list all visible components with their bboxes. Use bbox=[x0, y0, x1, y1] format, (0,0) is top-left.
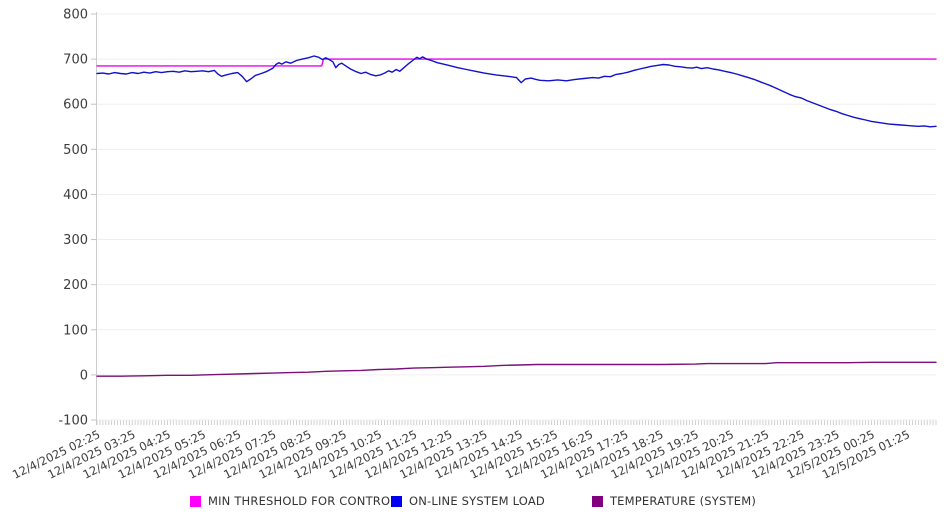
legend-item-label: ON-LINE SYSTEM LOAD bbox=[408, 494, 545, 508]
legend-swatch-icon bbox=[390, 495, 402, 507]
y-axis-tick-label: 100 bbox=[63, 323, 88, 338]
y-axis-tick-label: -100 bbox=[58, 414, 88, 429]
series-line-temperature-system[interactable] bbox=[96, 361, 937, 377]
y-axis-tick-label: 800 bbox=[63, 8, 88, 23]
legend-item-label: TEMPERATURE (SYSTEM) bbox=[609, 494, 757, 508]
legend-item-label: MIN THRESHOLD FOR CONTROL bbox=[207, 494, 397, 508]
y-axis-tick-label: 300 bbox=[63, 233, 88, 248]
series-line-on-line-system-load[interactable] bbox=[96, 55, 937, 128]
chart-legend: MIN THRESHOLD FOR CONTROL ON-LINE SYSTEM … bbox=[0, 494, 946, 508]
legend-item-min-threshold-for-control[interactable]: MIN THRESHOLD FOR CONTROL bbox=[189, 494, 397, 508]
gridlines bbox=[96, 13, 936, 421]
y-axis-tick-label: 700 bbox=[63, 53, 88, 68]
y-axis: 800 700 600 500 400 300 200 100 0 -100 bbox=[58, 8, 96, 429]
y-axis-tick-label: 0 bbox=[80, 368, 88, 383]
legend-swatch-icon bbox=[189, 495, 201, 507]
y-axis-tick-label: 200 bbox=[63, 278, 88, 293]
x-axis-minor-ticks bbox=[96, 420, 937, 425]
legend-swatch-icon bbox=[591, 495, 603, 507]
legend-item-on-line-system-load[interactable]: ON-LINE SYSTEM LOAD bbox=[390, 494, 592, 508]
y-axis-tick-label: 600 bbox=[63, 98, 88, 113]
legend-item-temperature-system[interactable]: TEMPERATURE (SYSTEM) bbox=[591, 494, 757, 508]
y-axis-tick-label: 400 bbox=[63, 188, 88, 203]
y-axis-tick-label: 500 bbox=[63, 143, 88, 158]
series-line-min-threshold-for-control[interactable] bbox=[96, 58, 937, 67]
